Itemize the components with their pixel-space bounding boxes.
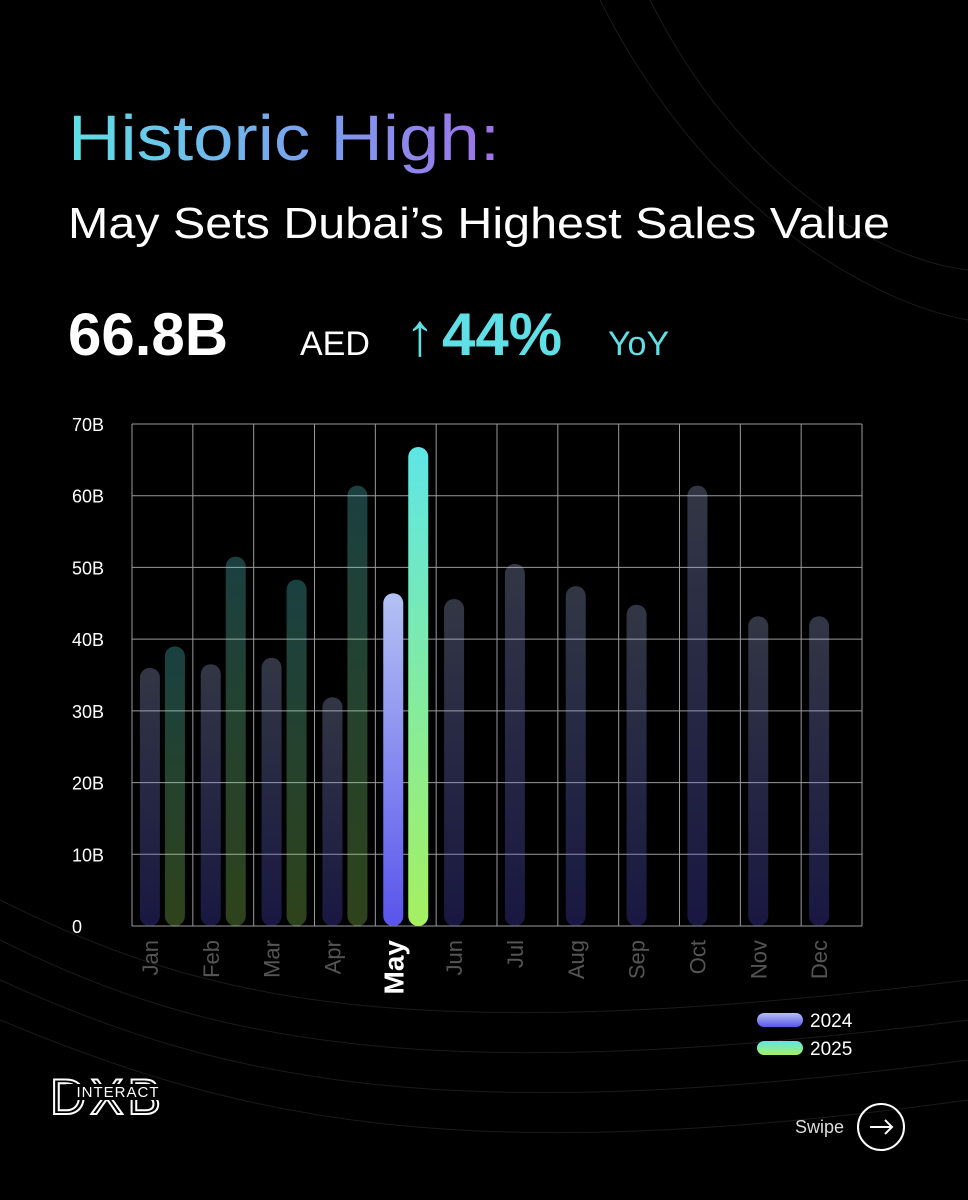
y-tick-label: 60B xyxy=(72,487,104,507)
swipe-button[interactable] xyxy=(857,1103,905,1151)
x-tick-label-highlight: May xyxy=(378,940,409,995)
y-tick-label: 70B xyxy=(72,415,104,435)
logo-subtext: INTERACT xyxy=(77,1084,160,1101)
y-tick-label: 30B xyxy=(72,702,104,722)
swipe-label[interactable]: Swipe xyxy=(795,1117,844,1137)
x-tick-label: Nov xyxy=(746,940,771,979)
x-tick-label: Jan xyxy=(138,940,163,975)
bar xyxy=(444,598,465,926)
bar xyxy=(261,657,282,926)
x-tick-label: Aug xyxy=(564,940,589,979)
change-arrow: ↑ xyxy=(405,301,435,368)
x-tick-label: Apr xyxy=(320,940,345,974)
logo-band xyxy=(66,1084,170,1100)
bar xyxy=(225,556,246,926)
bar xyxy=(504,563,525,926)
bar xyxy=(565,586,586,926)
change-value: 44% xyxy=(442,301,562,368)
title: Historic High: xyxy=(68,102,500,174)
legend-label: 2025 xyxy=(810,1039,852,1060)
y-tick-label: 40B xyxy=(72,630,104,650)
x-tick-label: Oct xyxy=(685,940,710,974)
change-suffix: YoY xyxy=(608,325,669,363)
bar xyxy=(626,604,647,926)
bar xyxy=(687,485,708,926)
x-tick-label: Jul xyxy=(503,940,528,968)
legend-swatch xyxy=(757,1041,803,1055)
legend-swatch xyxy=(757,1013,803,1027)
bar xyxy=(809,616,830,926)
x-tick-label: Sep xyxy=(625,940,650,979)
bar xyxy=(408,446,429,926)
x-tick-label: Mar xyxy=(260,940,285,978)
swipe-arrow[interactable] xyxy=(870,1119,894,1135)
swipe-circle[interactable] xyxy=(857,1103,905,1151)
x-tick-label: Feb xyxy=(199,940,224,978)
bar xyxy=(164,646,185,926)
bar xyxy=(383,593,404,926)
bar xyxy=(200,664,221,926)
y-tick-label: 20B xyxy=(72,774,104,794)
subtitle: May Sets Dubai’s Highest Sales Value xyxy=(68,199,890,248)
wave-decoration xyxy=(0,0,968,1134)
bar xyxy=(347,485,368,926)
bar xyxy=(748,616,769,926)
legend-label: 2024 xyxy=(810,1011,853,1032)
bar xyxy=(322,697,343,926)
headline-unit: AED xyxy=(300,325,370,363)
x-tick-label: Jun xyxy=(442,940,467,975)
plot-area: 0 10B 20B 30B 40B 50B 60B 70B Jan Feb Mar Apr May Jun… xyxy=(72,415,863,1060)
y-tick-label: 50B xyxy=(72,558,104,578)
bar xyxy=(139,667,160,926)
headline-figure: 66.8B xyxy=(68,301,228,368)
bar xyxy=(286,579,307,926)
y-tick-label: 10B xyxy=(72,845,104,865)
x-tick-label: Dec xyxy=(807,940,832,979)
logo: DXB INTERACT xyxy=(49,1068,170,1126)
y-tick-label: 0 xyxy=(72,917,82,937)
